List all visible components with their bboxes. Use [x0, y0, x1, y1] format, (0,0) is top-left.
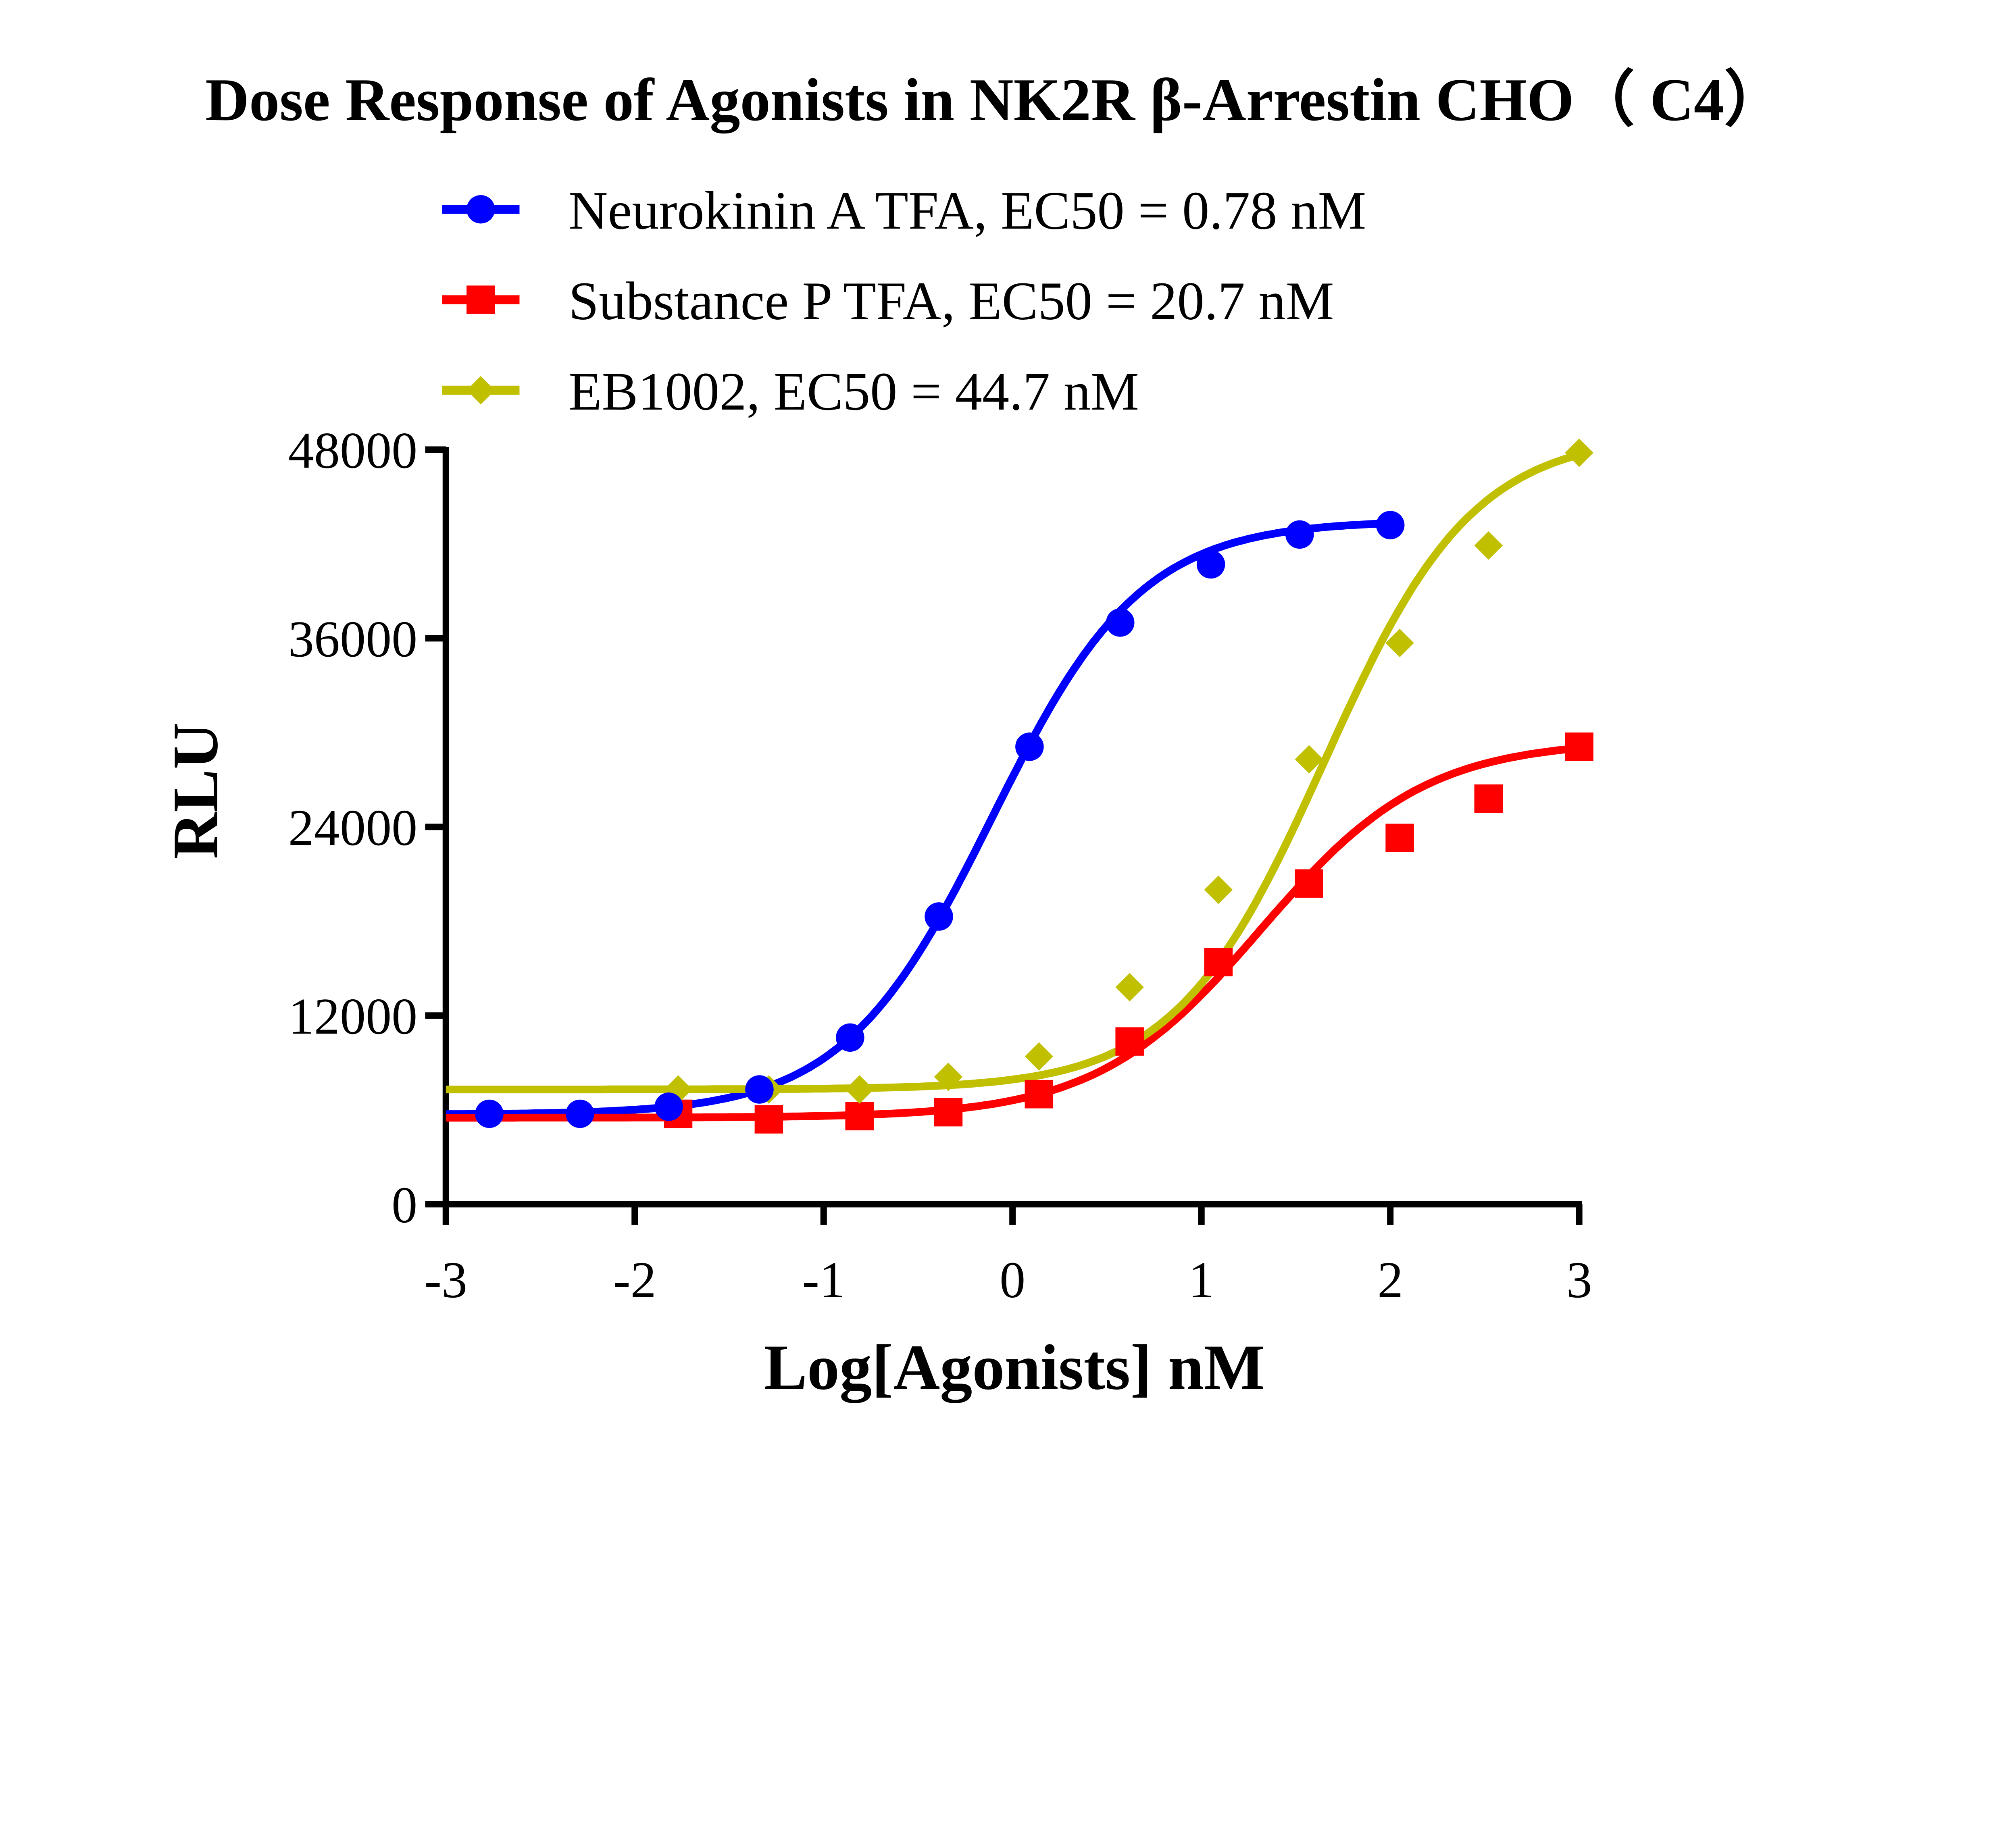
x-tick-label: 2	[1377, 1251, 1403, 1309]
fit-curve-2	[446, 744, 1580, 1122]
y-tick-label: 36000	[288, 610, 417, 668]
data-point-diamond	[1204, 876, 1233, 904]
axes: -3 -2 -1 0 1 2 3 0 12000 24000 36000 48000	[288, 422, 1592, 1309]
x-tick-label: 0	[1000, 1251, 1025, 1309]
data-point-diamond	[1474, 531, 1503, 560]
data-point-circle	[925, 902, 953, 931]
data-point-circle	[1106, 608, 1135, 637]
legend: Neurokinin A TFA, EC50 = 0.78 nM Substanc…	[442, 181, 1366, 422]
data-point-circle	[836, 1023, 864, 1052]
data-point-circle	[1376, 511, 1405, 539]
y-tick-label: 12000	[288, 988, 417, 1045]
data-point-diamond	[845, 1075, 874, 1104]
x-axis-label: Log[Agonists] nM	[764, 1332, 1265, 1404]
data-point-diamond	[1565, 438, 1593, 467]
legend-label-2: Substance P TFA, EC50 = 20.7 nM	[569, 271, 1334, 331]
y-tick-label: 48000	[288, 422, 417, 479]
data-point-diamond	[1025, 1042, 1054, 1071]
data-point-circle	[654, 1092, 683, 1121]
data-point-square	[1474, 784, 1503, 813]
data-point-diamond	[1115, 973, 1144, 1002]
data-point-circle	[1015, 732, 1044, 761]
data-point-diamond	[1295, 745, 1323, 774]
fit-curves	[446, 451, 1581, 1122]
data-point-diamond	[1385, 628, 1414, 657]
legend-label-1: Neurokinin A TFA, EC50 = 0.78 nM	[569, 181, 1366, 241]
x-tick-label: -2	[613, 1251, 656, 1309]
data-point-circle	[1285, 520, 1314, 549]
data-point-square	[1115, 1027, 1144, 1056]
x-tick-label: 3	[1566, 1251, 1592, 1309]
data-point-square	[754, 1105, 783, 1134]
data-point-square	[845, 1102, 874, 1131]
legend-marker-square	[467, 285, 495, 314]
fit-curve-3	[446, 451, 1581, 1094]
data-point-circle	[566, 1099, 594, 1128]
data-point-square	[1295, 869, 1323, 898]
data-points	[475, 438, 1593, 1134]
chart-title: Dose Response of Agonists in NK2R β-Arre…	[205, 66, 1785, 133]
x-tick-label: -3	[424, 1251, 467, 1309]
data-point-circle	[745, 1075, 774, 1104]
x-tick-label: -1	[802, 1251, 845, 1309]
legend-marker-diamond	[467, 376, 495, 405]
dose-response-chart: Dose Response of Agonists in NK2R β-Arre…	[159, 66, 1785, 1404]
y-tick-label: 24000	[288, 799, 417, 856]
data-point-square	[934, 1098, 963, 1127]
data-point-diamond	[934, 1063, 963, 1091]
legend-marker-circle	[467, 195, 495, 224]
fit-curve-1	[446, 519, 1391, 1118]
data-point-square	[1565, 732, 1593, 761]
y-axis-label: RLU	[159, 722, 231, 859]
legend-label-3: EB1002, EC50 = 44.7 nM	[569, 362, 1139, 422]
data-point-square	[1204, 948, 1233, 976]
data-point-circle	[475, 1099, 504, 1128]
data-point-circle	[1196, 550, 1225, 579]
data-point-square	[1025, 1080, 1054, 1109]
y-tick-label: 0	[392, 1176, 417, 1234]
x-tick-label: 1	[1189, 1251, 1214, 1309]
data-point-square	[1385, 824, 1414, 852]
